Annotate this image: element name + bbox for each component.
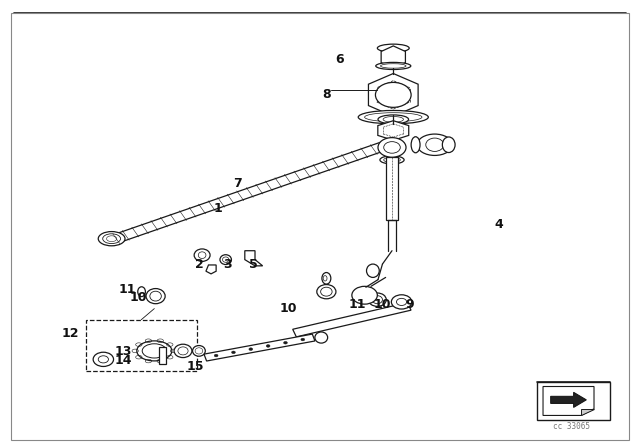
Ellipse shape [380,156,404,164]
Polygon shape [206,265,216,274]
Text: cc 33065: cc 33065 [553,422,590,431]
Circle shape [214,354,218,357]
Polygon shape [245,251,262,266]
Text: 1: 1 [214,202,223,215]
Text: 11: 11 [348,297,365,310]
Circle shape [93,352,113,366]
Text: 7: 7 [233,177,241,190]
Bar [159,347,166,364]
Text: 3: 3 [223,258,232,271]
Ellipse shape [378,115,408,124]
Bar [537,382,610,420]
Polygon shape [369,73,418,116]
Text: 12: 12 [61,327,79,340]
Ellipse shape [358,111,428,124]
Ellipse shape [174,344,192,358]
Polygon shape [378,121,409,140]
Ellipse shape [315,332,328,343]
Polygon shape [107,142,387,245]
Ellipse shape [376,62,411,69]
Ellipse shape [146,289,165,304]
Text: 4: 4 [494,217,503,231]
Circle shape [352,286,378,304]
Text: 14: 14 [115,354,132,367]
Text: 10: 10 [130,291,147,304]
Circle shape [376,82,411,108]
Ellipse shape [317,284,336,299]
Text: 11: 11 [118,284,136,297]
Polygon shape [550,392,586,407]
Polygon shape [543,387,594,415]
Polygon shape [581,409,594,415]
Polygon shape [204,334,315,361]
Ellipse shape [367,264,380,277]
Text: 2: 2 [195,258,204,271]
Ellipse shape [194,249,210,261]
Ellipse shape [369,293,387,306]
Circle shape [378,138,406,157]
Ellipse shape [411,137,420,153]
Polygon shape [381,46,405,68]
Ellipse shape [442,137,455,152]
Text: 9: 9 [405,297,413,310]
Text: 10: 10 [374,297,391,310]
Ellipse shape [99,232,125,246]
Circle shape [266,345,270,347]
Text: 10: 10 [280,302,297,315]
Circle shape [301,338,305,341]
Text: 5: 5 [249,258,257,271]
Text: 15: 15 [187,360,205,373]
Polygon shape [292,302,411,337]
Ellipse shape [220,255,232,264]
Circle shape [392,295,412,309]
Circle shape [232,351,236,353]
Circle shape [249,348,253,350]
Ellipse shape [193,345,205,356]
Ellipse shape [378,44,409,52]
Text: 13: 13 [115,345,132,358]
Ellipse shape [417,134,452,155]
Bar [386,157,398,220]
Circle shape [284,341,287,344]
Text: 8: 8 [322,88,331,101]
Bar [86,320,197,371]
Text: 6: 6 [335,53,344,66]
Ellipse shape [137,341,172,361]
